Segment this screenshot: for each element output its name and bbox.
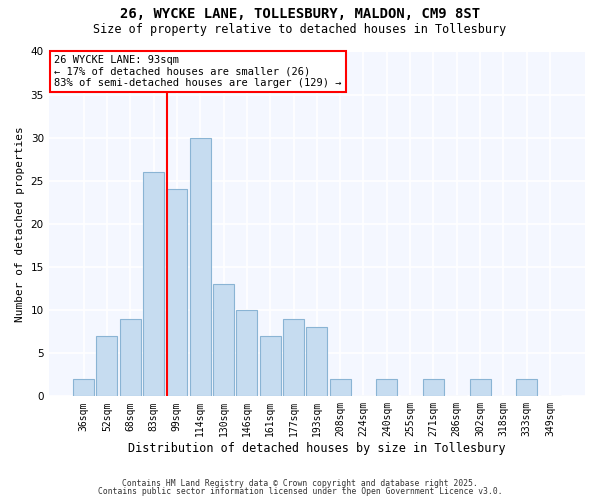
Text: Size of property relative to detached houses in Tollesbury: Size of property relative to detached ho… xyxy=(94,22,506,36)
Bar xyxy=(97,336,118,396)
Bar xyxy=(307,328,328,396)
Bar xyxy=(376,379,397,396)
Bar xyxy=(120,318,140,396)
Bar xyxy=(516,379,537,396)
Bar xyxy=(190,138,211,396)
Bar xyxy=(73,379,94,396)
Bar xyxy=(260,336,281,396)
Bar xyxy=(283,318,304,396)
Bar xyxy=(329,379,350,396)
Bar xyxy=(470,379,491,396)
Text: Contains public sector information licensed under the Open Government Licence v3: Contains public sector information licen… xyxy=(98,487,502,496)
Bar xyxy=(213,284,234,397)
X-axis label: Distribution of detached houses by size in Tollesbury: Distribution of detached houses by size … xyxy=(128,442,506,455)
Bar xyxy=(423,379,444,396)
Bar xyxy=(166,190,187,396)
Text: 26, WYCKE LANE, TOLLESBURY, MALDON, CM9 8ST: 26, WYCKE LANE, TOLLESBURY, MALDON, CM9 … xyxy=(120,8,480,22)
Bar xyxy=(143,172,164,396)
Text: 26 WYCKE LANE: 93sqm
← 17% of detached houses are smaller (26)
83% of semi-detac: 26 WYCKE LANE: 93sqm ← 17% of detached h… xyxy=(54,55,341,88)
Text: Contains HM Land Registry data © Crown copyright and database right 2025.: Contains HM Land Registry data © Crown c… xyxy=(122,478,478,488)
Bar xyxy=(236,310,257,396)
Y-axis label: Number of detached properties: Number of detached properties xyxy=(15,126,25,322)
